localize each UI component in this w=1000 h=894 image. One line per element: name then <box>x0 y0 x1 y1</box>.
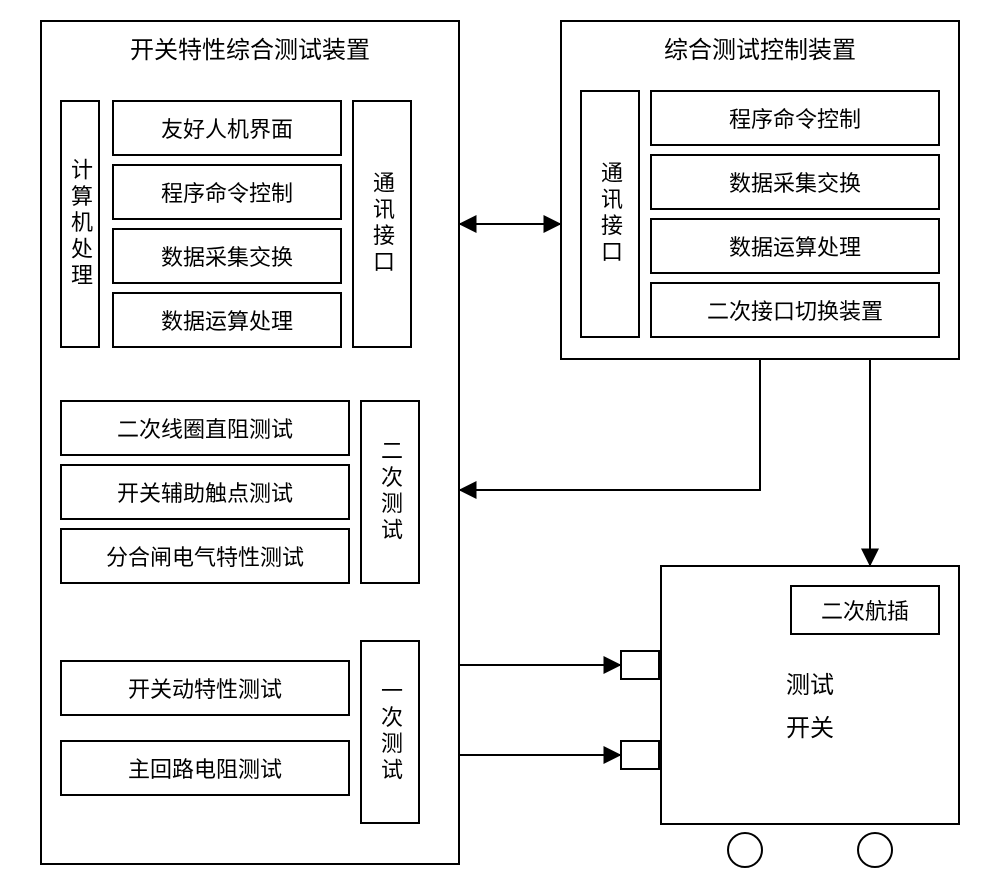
connections <box>0 0 1000 894</box>
edge-ctrl-to-secondary <box>460 360 760 490</box>
